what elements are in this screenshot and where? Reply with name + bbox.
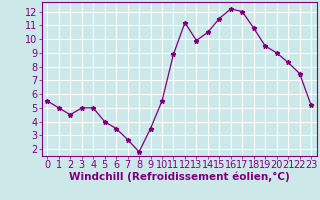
X-axis label: Windchill (Refroidissement éolien,°C): Windchill (Refroidissement éolien,°C): [69, 172, 290, 182]
